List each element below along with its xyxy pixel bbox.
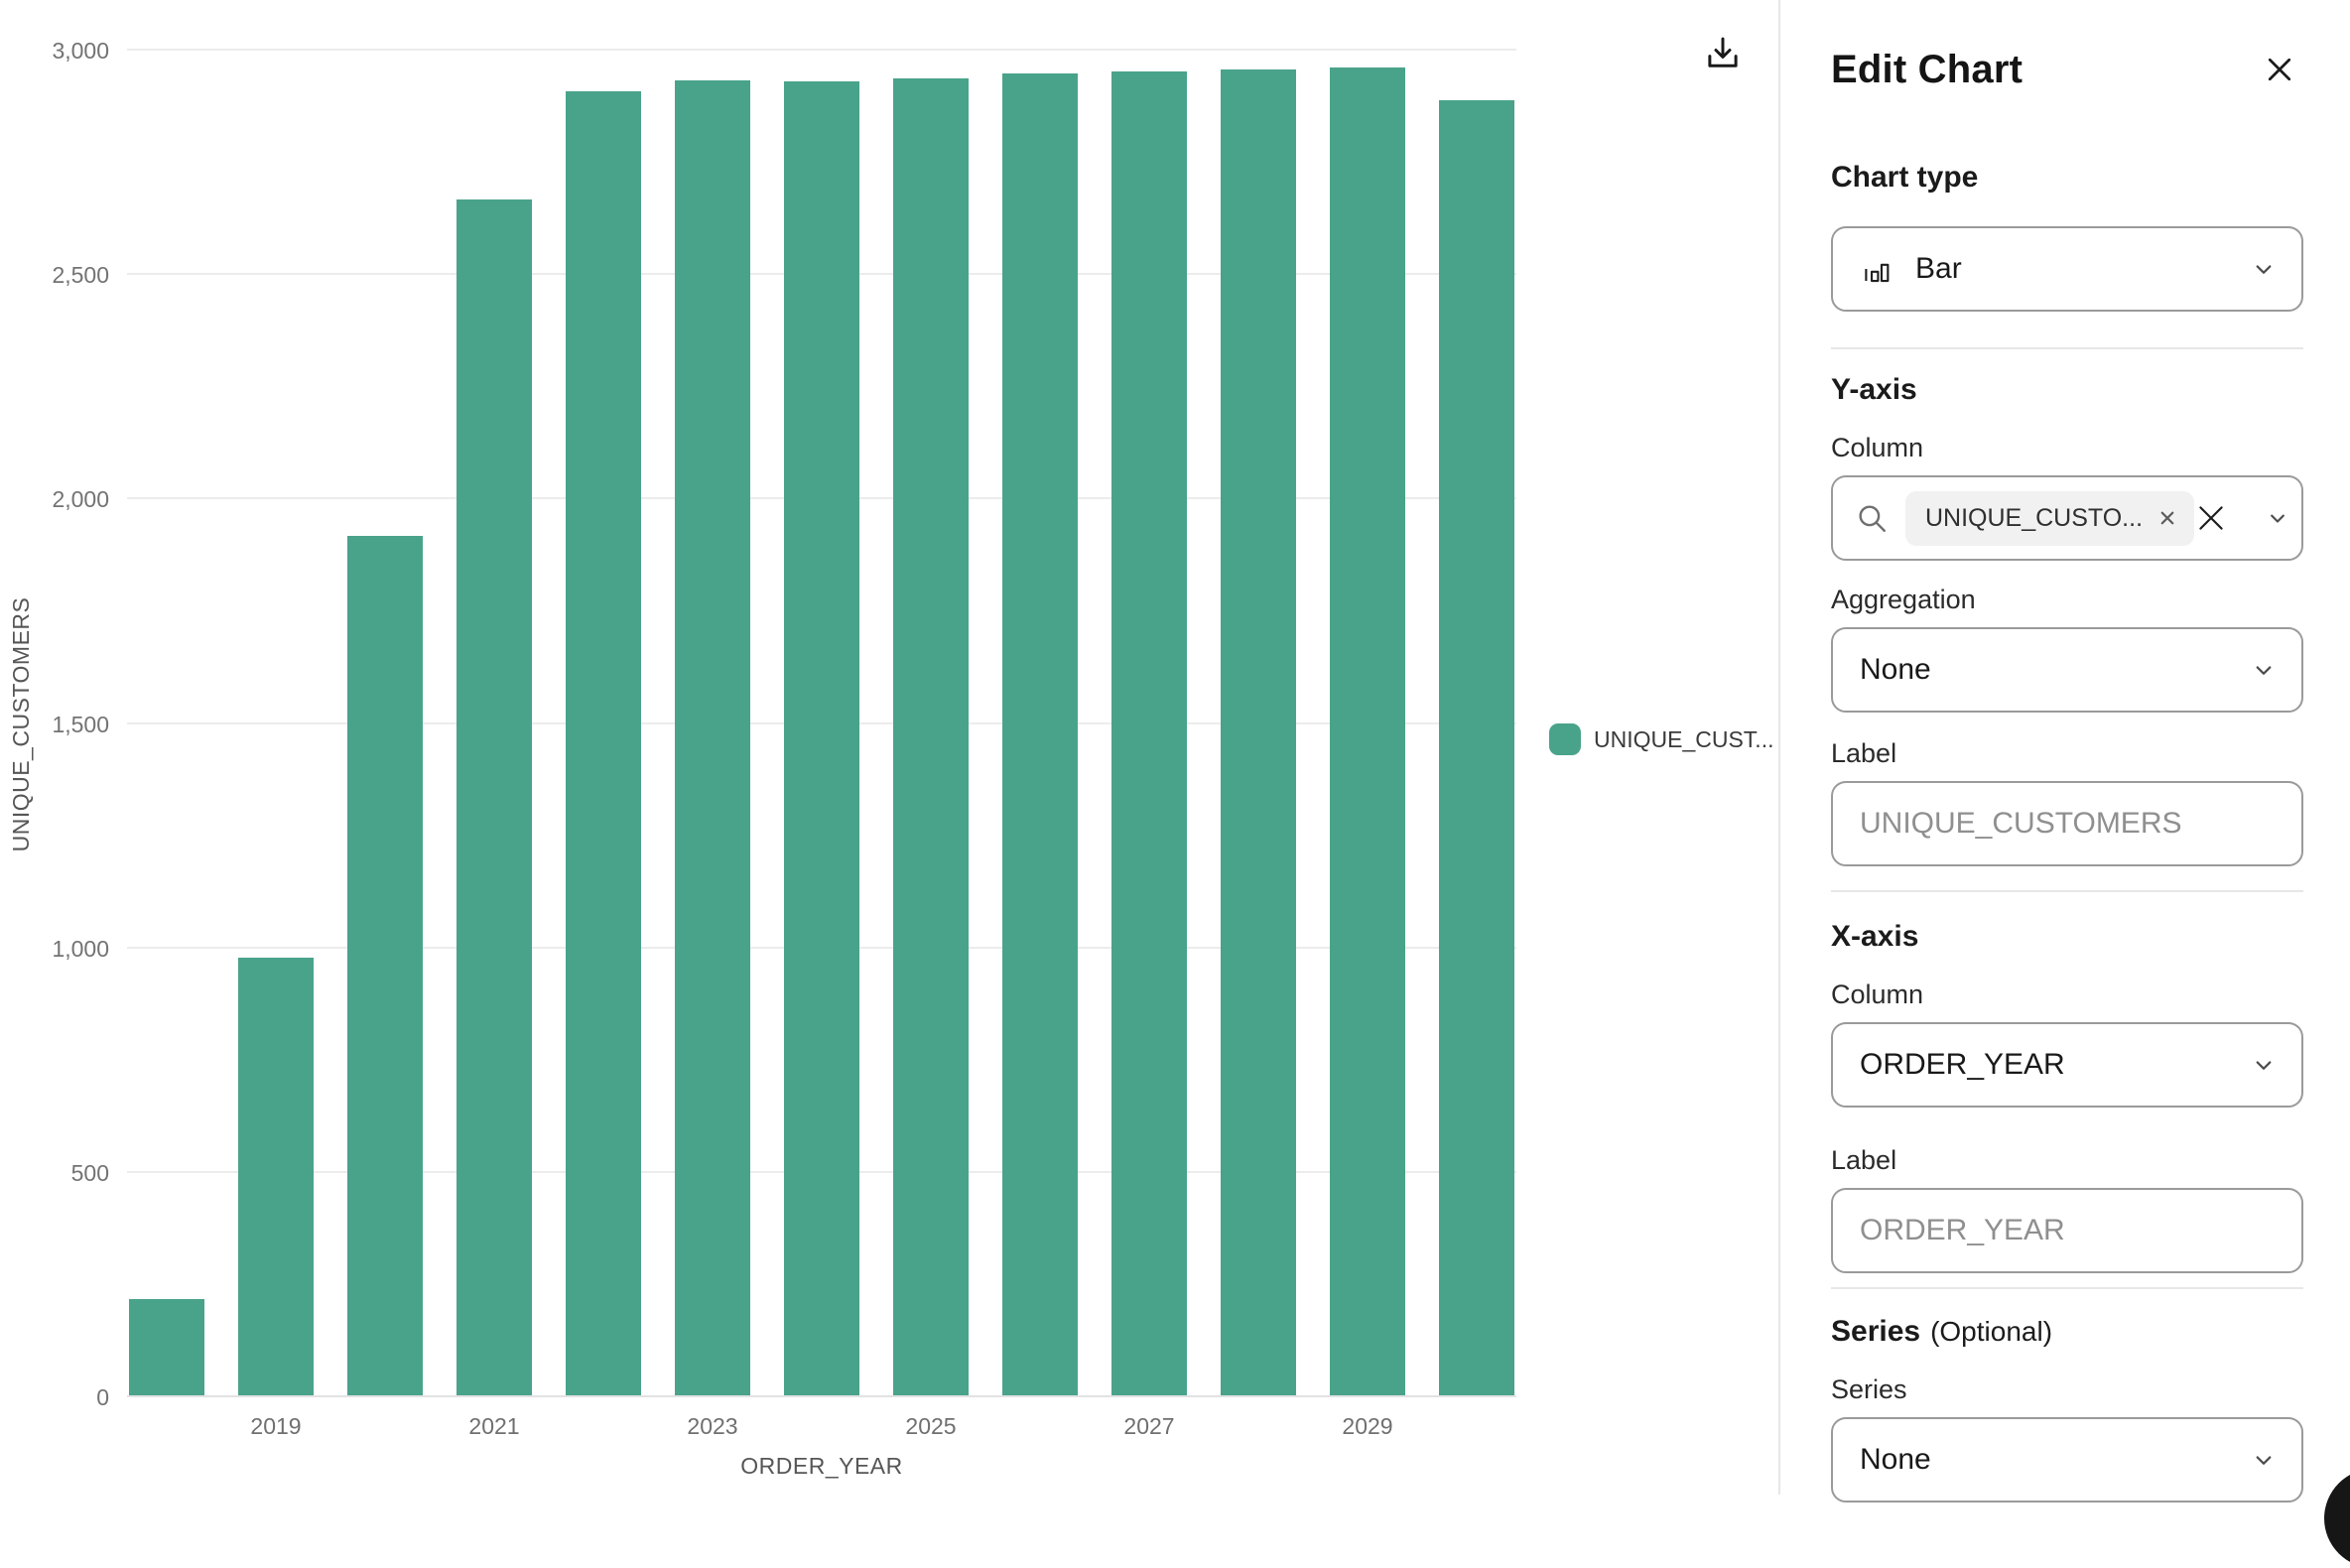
chevron-down-icon[interactable]	[2264, 504, 2291, 532]
chip-remove-icon[interactable]	[2158, 509, 2176, 527]
bar-2022	[566, 91, 641, 1395]
x-axis-label-label: Label	[1831, 1145, 1897, 1175]
series-heading-row: Series (Optional)	[1831, 1315, 2301, 1349]
y-axis-tick-label: 2,000	[52, 486, 109, 513]
divider	[1831, 890, 2303, 892]
bar-2027	[1111, 71, 1187, 1395]
plot-area	[127, 49, 1516, 1397]
aggregation-select[interactable]: None	[1831, 627, 2303, 713]
aggregation-value: None	[1860, 653, 1931, 686]
y-axis-tick-label: 500	[70, 1159, 109, 1186]
x-axis-tick-label: 2021	[468, 1413, 520, 1439]
bar-2021	[457, 199, 532, 1395]
x-axis-tick-label: 2019	[250, 1413, 302, 1439]
chart-type-value: Bar	[1915, 252, 1962, 285]
chart-type-heading: Chart type	[1831, 161, 1979, 194]
y-axis-tick-label: 2,500	[52, 262, 109, 289]
bar-2020	[347, 536, 423, 1395]
chevron-down-icon	[2249, 1445, 2279, 1475]
clear-selection-icon[interactable]	[2194, 501, 2228, 535]
x-axis-heading: X-axis	[1831, 920, 1919, 953]
y-axis-tick-label: 1,000	[52, 935, 109, 962]
close-button[interactable]	[2258, 48, 2301, 91]
chevron-down-icon	[2249, 254, 2279, 284]
bar-2030	[1439, 100, 1514, 1395]
x-axis-label-field	[1831, 1188, 2303, 1273]
x-axis-tick-label: 2023	[687, 1413, 738, 1439]
y-axis-tick-label: 1,500	[52, 711, 109, 737]
divider	[1831, 347, 2303, 349]
gridline	[127, 49, 1516, 51]
close-icon	[2262, 52, 2297, 87]
y-axis-label-label: Label	[1831, 738, 1897, 768]
series-select[interactable]: None	[1831, 1417, 2303, 1503]
y-axis-tick-label: 3,000	[52, 38, 109, 64]
legend-label: UNIQUE_CUST...	[1594, 725, 1774, 752]
legend-item[interactable]: UNIQUE_CUST...	[1549, 723, 1773, 755]
x-axis-column-value: ORDER_YEAR	[1860, 1048, 2065, 1081]
aggregation-label: Aggregation	[1831, 585, 1976, 614]
download-icon	[1702, 33, 1744, 74]
y-axis-heading: Y-axis	[1831, 373, 1917, 406]
bar-chart-icon	[1860, 252, 1893, 286]
y-axis-column-label: Column	[1831, 433, 1924, 462]
x-axis-column-label: Column	[1831, 980, 1924, 1009]
x-axis-tick-label: 2025	[905, 1413, 957, 1439]
y-axis-column-combobox[interactable]: UNIQUE_CUSTO...	[1831, 475, 2303, 561]
bar-2025	[893, 78, 969, 1395]
legend-swatch	[1549, 723, 1581, 755]
edit-chart-panel: Edit Chart Chart type Bar Y-axis Column	[1778, 0, 2350, 1503]
x-axis-column-select[interactable]: ORDER_YEAR	[1831, 1022, 2303, 1108]
x-axis-tick-label: 2027	[1123, 1413, 1175, 1439]
bar-2028	[1221, 69, 1296, 1395]
series-value: None	[1860, 1443, 1931, 1476]
search-icon	[1855, 501, 1889, 535]
y-axis-column-chip-label: UNIQUE_CUSTO...	[1925, 503, 2144, 532]
x-axis-title: ORDER_YEAR	[740, 1453, 903, 1479]
chevron-down-icon	[2249, 1050, 2279, 1080]
bar-2026	[1002, 73, 1078, 1395]
chart-type-select[interactable]: Bar	[1831, 226, 2303, 312]
divider	[1831, 1287, 2303, 1289]
download-button[interactable]	[1687, 18, 1759, 89]
bar-2018	[129, 1299, 204, 1395]
x-axis-label-input[interactable]	[1833, 1190, 2301, 1271]
bar-2024	[784, 81, 859, 1395]
y-axis-label-input[interactable]	[1833, 783, 2301, 864]
panel-header: Edit Chart	[1831, 0, 2301, 97]
chart-panel: UNIQUE_CUSTOMERS 0 500 1,000 1,500 2,000 2,50…	[8, 18, 1774, 1479]
series-heading-optional: (Optional)	[1930, 1316, 2053, 1347]
y-axis-column-chip[interactable]: UNIQUE_CUSTO...	[1905, 490, 2195, 546]
series-label: Series	[1831, 1374, 1907, 1404]
panel-title: Edit Chart	[1831, 47, 2024, 91]
bar-2019	[238, 958, 314, 1395]
gridline	[127, 1395, 1516, 1397]
chevron-down-icon	[2249, 655, 2279, 685]
y-axis-tick-label: 0	[96, 1384, 109, 1410]
y-axis-label-field	[1831, 781, 2303, 866]
series-heading: Series	[1831, 1315, 1921, 1348]
x-axis-tick-label: 2029	[1342, 1413, 1393, 1439]
bar-2029	[1330, 67, 1405, 1395]
bar-2023	[675, 80, 750, 1395]
